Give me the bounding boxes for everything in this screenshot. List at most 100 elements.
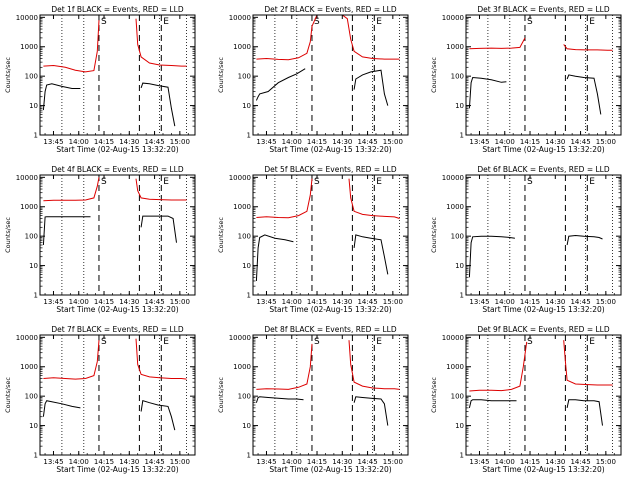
events-series-line [140,82,176,127]
panel-title: Det 7f BLACK = Events, RED = LLD [51,325,184,334]
y-tick-label: 100 [238,393,251,401]
lld-series-line [43,20,100,73]
x-tick-label: 13:45 [43,298,63,306]
marker-label: S [101,337,107,347]
plot-frame [465,14,622,136]
events-series-line [566,234,603,246]
y-tick-label: 1 [460,132,464,140]
y-tick-label: 100 [451,233,464,241]
y-tick-label: 10000 [442,334,464,342]
y-tick-label: 1 [247,132,251,140]
panel-title: Det 1f BLACK = Events, RED = LLD [51,5,184,14]
lld-series-line [348,340,400,390]
y-tick-label: 1 [247,452,251,460]
x-tick-label: 13:45 [256,458,276,466]
lld-series-line [43,340,100,380]
y-tick-label: 10000 [229,14,251,22]
y-axis-label: Counts/sec [217,377,225,413]
events-series-line [140,400,176,431]
x-tick-label: 15:00 [383,138,403,146]
y-tick-label: 10 [29,102,38,110]
panel-title: Det 3f BLACK = Events, RED = LLD [477,5,610,14]
y-tick-label: 1000 [446,203,464,211]
plot-frame [252,14,409,136]
lld-series-line [348,178,400,219]
marker-label: S [314,17,320,27]
x-tick-label: 13:45 [43,138,63,146]
x-tick-label: 14:30 [545,298,565,306]
events-series-line [566,399,603,426]
detector-panel: Det 6f BLACK = Events, RED = LLD S E 1 10 100… [430,165,622,314]
x-tick-label: 14:30 [119,298,139,306]
x-tick-label: 13:45 [469,458,489,466]
plot-frame [465,174,622,296]
detector-panel: Det 9f BLACK = Events, RED = LLD S E 1 10 100… [430,325,622,474]
marker-label: E [376,17,382,27]
events-series-line [255,234,294,282]
panel-title: Det 9f BLACK = Events, RED = LLD [477,325,610,334]
plot-frame [252,174,409,296]
y-tick-label: 100 [238,73,251,81]
y-axis-label: Counts/sec [4,57,12,93]
y-tick-label: 10000 [229,334,251,342]
y-tick-label: 1 [247,292,251,300]
x-tick-label: 14:15 [94,138,114,146]
detector-panel: Det 7f BLACK = Events, RED = LLD S E 1 10 100… [4,325,196,474]
y-tick-label: 10000 [16,334,38,342]
marker-label: E [589,337,595,347]
x-tick-label: 13:45 [43,458,63,466]
events-series-line [42,83,81,111]
x-tick-label: 14:00 [69,298,89,306]
events-series-line [468,399,517,409]
x-tick-label: 14:45 [570,298,590,306]
y-tick-label: 10 [242,262,251,270]
x-tick-label: 14:00 [69,458,89,466]
lld-series-line [469,37,526,50]
x-tick-label: 14:00 [282,138,302,146]
x-tick-label: 14:15 [94,298,114,306]
marker-label: E [163,17,169,27]
x-tick-label: 14:15 [520,138,540,146]
y-tick-label: 1000 [233,203,251,211]
x-tick-label: 13:45 [256,298,276,306]
y-tick-label: 1000 [233,43,251,51]
x-tick-label: 14:00 [495,458,515,466]
events-series-line [42,216,91,246]
x-tick-label: 15:00 [170,458,190,466]
marker-label: E [163,177,169,187]
x-tick-label: 15:00 [596,138,616,146]
detector-panel: Det 1f BLACK = Events, RED = LLD S E 1 10 100… [4,5,196,154]
lld-series-line [135,338,187,380]
x-axis-label: Start Time (02-Aug-15 13:32:20) [482,465,604,474]
x-axis-label: Start Time (02-Aug-15 13:32:20) [269,465,391,474]
lld-series-line [135,18,187,67]
marker-label: E [589,177,595,187]
lld-series-line [256,15,400,61]
x-tick-label: 14:00 [495,138,515,146]
panel-title: Det 4f BLACK = Events, RED = LLD [51,165,184,174]
y-tick-label: 10000 [229,174,251,182]
x-tick-label: 14:45 [570,138,590,146]
events-series-line [255,396,304,403]
marker-label: E [376,337,382,347]
marker-label: S [527,17,533,27]
x-tick-label: 14:30 [332,298,352,306]
x-tick-label: 15:00 [596,458,616,466]
marker-label: S [314,337,320,347]
y-tick-label: 1000 [446,363,464,371]
y-tick-label: 1000 [446,43,464,51]
plot-frame [39,174,196,296]
events-series-line [140,215,177,243]
detector-panel: Det 3f BLACK = Events, RED = LLD S E 1 10 100… [430,5,622,154]
y-tick-label: 10 [29,262,38,270]
marker-label: E [589,17,595,27]
events-series-line [42,400,81,417]
x-tick-label: 13:45 [469,298,489,306]
y-tick-label: 100 [451,73,464,81]
plot-frame [252,334,409,456]
x-tick-label: 14:30 [119,458,139,466]
x-tick-label: 14:30 [545,138,565,146]
x-tick-label: 14:00 [69,138,89,146]
y-tick-label: 1000 [20,203,38,211]
y-tick-label: 100 [238,233,251,241]
